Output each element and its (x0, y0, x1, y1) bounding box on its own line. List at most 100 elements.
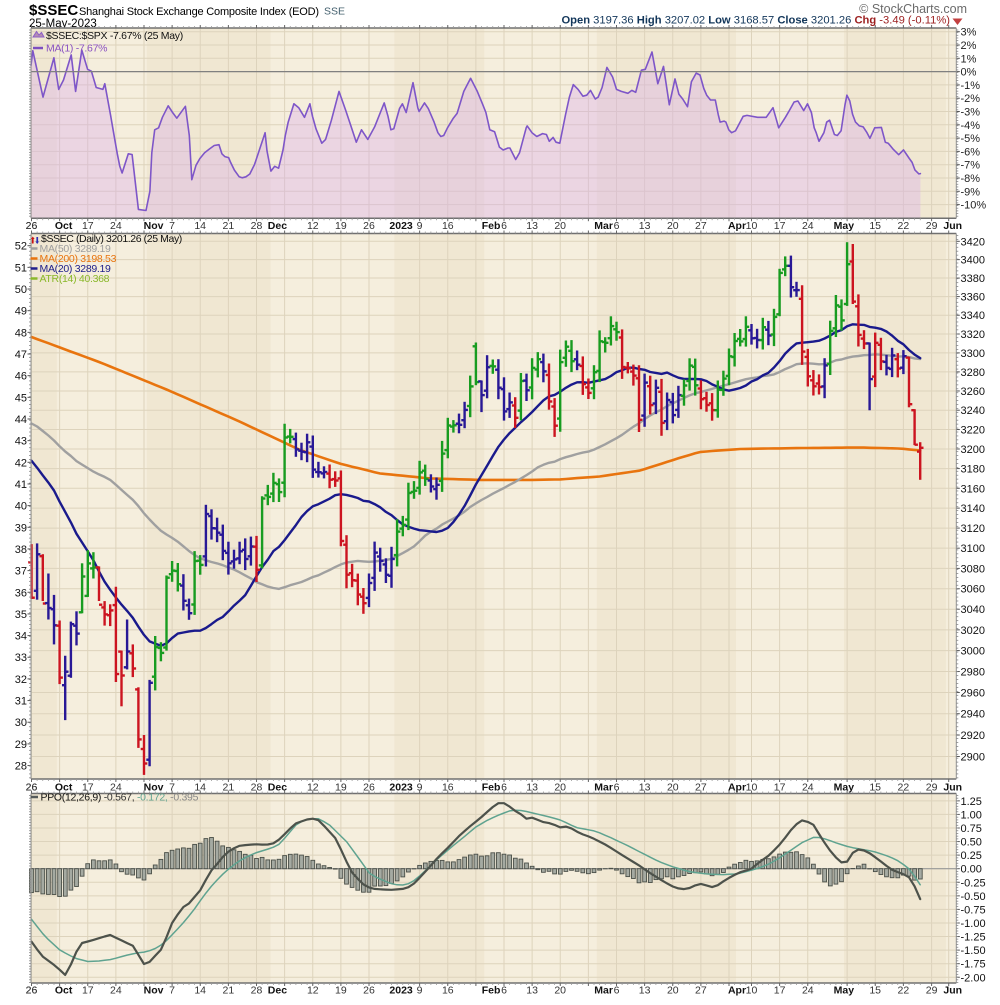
svg-text:12: 12 (307, 985, 319, 997)
svg-text:30: 30 (15, 717, 27, 729)
svg-text:Apr: Apr (728, 782, 746, 794)
svg-text:24: 24 (802, 220, 814, 232)
svg-text:-5%: -5% (961, 133, 981, 145)
svg-text:26: 26 (363, 985, 375, 997)
svg-text:3320: 3320 (961, 329, 985, 341)
svg-text:-8%: -8% (961, 173, 981, 185)
svg-text:3200: 3200 (961, 444, 985, 456)
svg-text:3020: 3020 (961, 625, 985, 637)
svg-text:2980: 2980 (961, 667, 985, 679)
svg-text:32: 32 (15, 674, 27, 686)
svg-text:3380: 3380 (961, 273, 985, 285)
svg-text:-3%: -3% (961, 107, 981, 119)
svg-text:22: 22 (898, 220, 910, 232)
svg-text:3080: 3080 (961, 563, 985, 575)
svg-text:1%: 1% (961, 53, 977, 65)
svg-text:SSE: SSE (324, 6, 345, 18)
svg-text:2960: 2960 (961, 688, 985, 700)
svg-text:19: 19 (335, 220, 347, 232)
svg-text:-0.75: -0.75 (961, 904, 986, 916)
svg-text:-1%: -1% (961, 80, 981, 92)
svg-text:3220: 3220 (961, 425, 985, 437)
svg-text:MA(1) -7.67%: MA(1) -7.67% (46, 43, 107, 55)
svg-text:0%: 0% (961, 67, 977, 79)
svg-text:28: 28 (15, 761, 27, 773)
svg-text:-0.25: -0.25 (961, 877, 986, 889)
svg-text:17: 17 (774, 985, 786, 997)
svg-text:22: 22 (898, 985, 910, 997)
svg-text:15: 15 (869, 985, 881, 997)
svg-text:42: 42 (15, 457, 27, 469)
svg-text:-9%: -9% (961, 186, 981, 198)
svg-text:7: 7 (169, 985, 175, 997)
svg-text:9: 9 (417, 220, 423, 232)
svg-text:May: May (834, 220, 855, 232)
svg-text:48: 48 (15, 327, 27, 339)
svg-text:50: 50 (15, 284, 27, 296)
svg-text:Oct: Oct (55, 985, 73, 997)
svg-text:6: 6 (614, 220, 620, 232)
svg-text:Shanghai Stock Exchange Compos: Shanghai Stock Exchange Composite Index … (79, 6, 319, 18)
svg-text:51: 51 (15, 262, 27, 274)
svg-text:6: 6 (501, 985, 507, 997)
svg-text:1.00: 1.00 (961, 809, 982, 821)
svg-text:13: 13 (639, 985, 651, 997)
svg-text:0.25: 0.25 (961, 850, 982, 862)
svg-text:3400: 3400 (961, 255, 985, 267)
svg-text:6: 6 (614, 985, 620, 997)
svg-text:$SSEC:$SPX -7.67% (25 May): $SSEC:$SPX -7.67% (25 May) (46, 30, 183, 42)
svg-text:-2%: -2% (961, 93, 981, 105)
svg-text:45: 45 (15, 392, 27, 404)
svg-text:7: 7 (169, 220, 175, 232)
svg-text:44: 44 (15, 414, 27, 426)
svg-text:Open 3197.36 High 3207.02 Lo: Open 3197.36 High 3207.02 Low 3168.57 Cl… (561, 15, 950, 27)
svg-text:3260: 3260 (961, 386, 985, 398)
svg-text:2023: 2023 (389, 782, 413, 794)
svg-text:Jun: Jun (943, 985, 962, 997)
svg-text:3060: 3060 (961, 584, 985, 596)
svg-text:17: 17 (82, 985, 94, 997)
svg-text:26: 26 (26, 985, 38, 997)
svg-text:29: 29 (926, 220, 938, 232)
svg-text:Mar: Mar (594, 985, 613, 997)
svg-text:47: 47 (15, 349, 27, 361)
svg-text:26: 26 (363, 220, 375, 232)
svg-text:13: 13 (639, 220, 651, 232)
svg-text:3340: 3340 (961, 310, 985, 322)
svg-text:3040: 3040 (961, 604, 985, 616)
svg-text:14: 14 (194, 985, 206, 997)
svg-text:3280: 3280 (961, 367, 985, 379)
svg-text:Mar: Mar (594, 782, 613, 794)
svg-text:29: 29 (926, 985, 938, 997)
svg-text:41: 41 (15, 479, 27, 491)
svg-text:20: 20 (667, 220, 679, 232)
svg-text:$SSEC: $SSEC (29, 2, 78, 19)
svg-text:40: 40 (15, 501, 27, 513)
svg-text:31: 31 (15, 696, 27, 708)
svg-text:3140: 3140 (961, 503, 985, 515)
svg-text:36: 36 (15, 587, 27, 599)
svg-text:Feb: Feb (482, 782, 501, 794)
svg-text:10: 10 (746, 220, 758, 232)
svg-text:ATR(14) 40.368: ATR(14) 40.368 (40, 273, 110, 285)
svg-text:Feb: Feb (482, 220, 501, 232)
svg-text:15: 15 (869, 220, 881, 232)
svg-text:3180: 3180 (961, 464, 985, 476)
svg-text:-6%: -6% (961, 146, 981, 158)
svg-text:10: 10 (746, 985, 758, 997)
svg-text:Oct: Oct (55, 220, 73, 232)
svg-text:17: 17 (774, 220, 786, 232)
svg-text:-7%: -7% (961, 160, 981, 172)
svg-text:Jun: Jun (943, 220, 962, 232)
svg-text:24: 24 (110, 985, 122, 997)
svg-text:PPO(12,26,9) -0.567, -0.172, -: PPO(12,26,9) -0.567, -0.172, -0.395 (41, 792, 199, 804)
svg-text:3160: 3160 (961, 483, 985, 495)
svg-text:-0.50: -0.50 (961, 891, 986, 903)
svg-text:2023: 2023 (389, 220, 413, 232)
svg-text:2%: 2% (961, 40, 977, 52)
svg-text:9: 9 (417, 985, 423, 997)
svg-text:12: 12 (307, 220, 319, 232)
svg-text:49: 49 (15, 306, 27, 318)
svg-text:Nov: Nov (144, 220, 164, 232)
svg-text:28: 28 (251, 985, 263, 997)
